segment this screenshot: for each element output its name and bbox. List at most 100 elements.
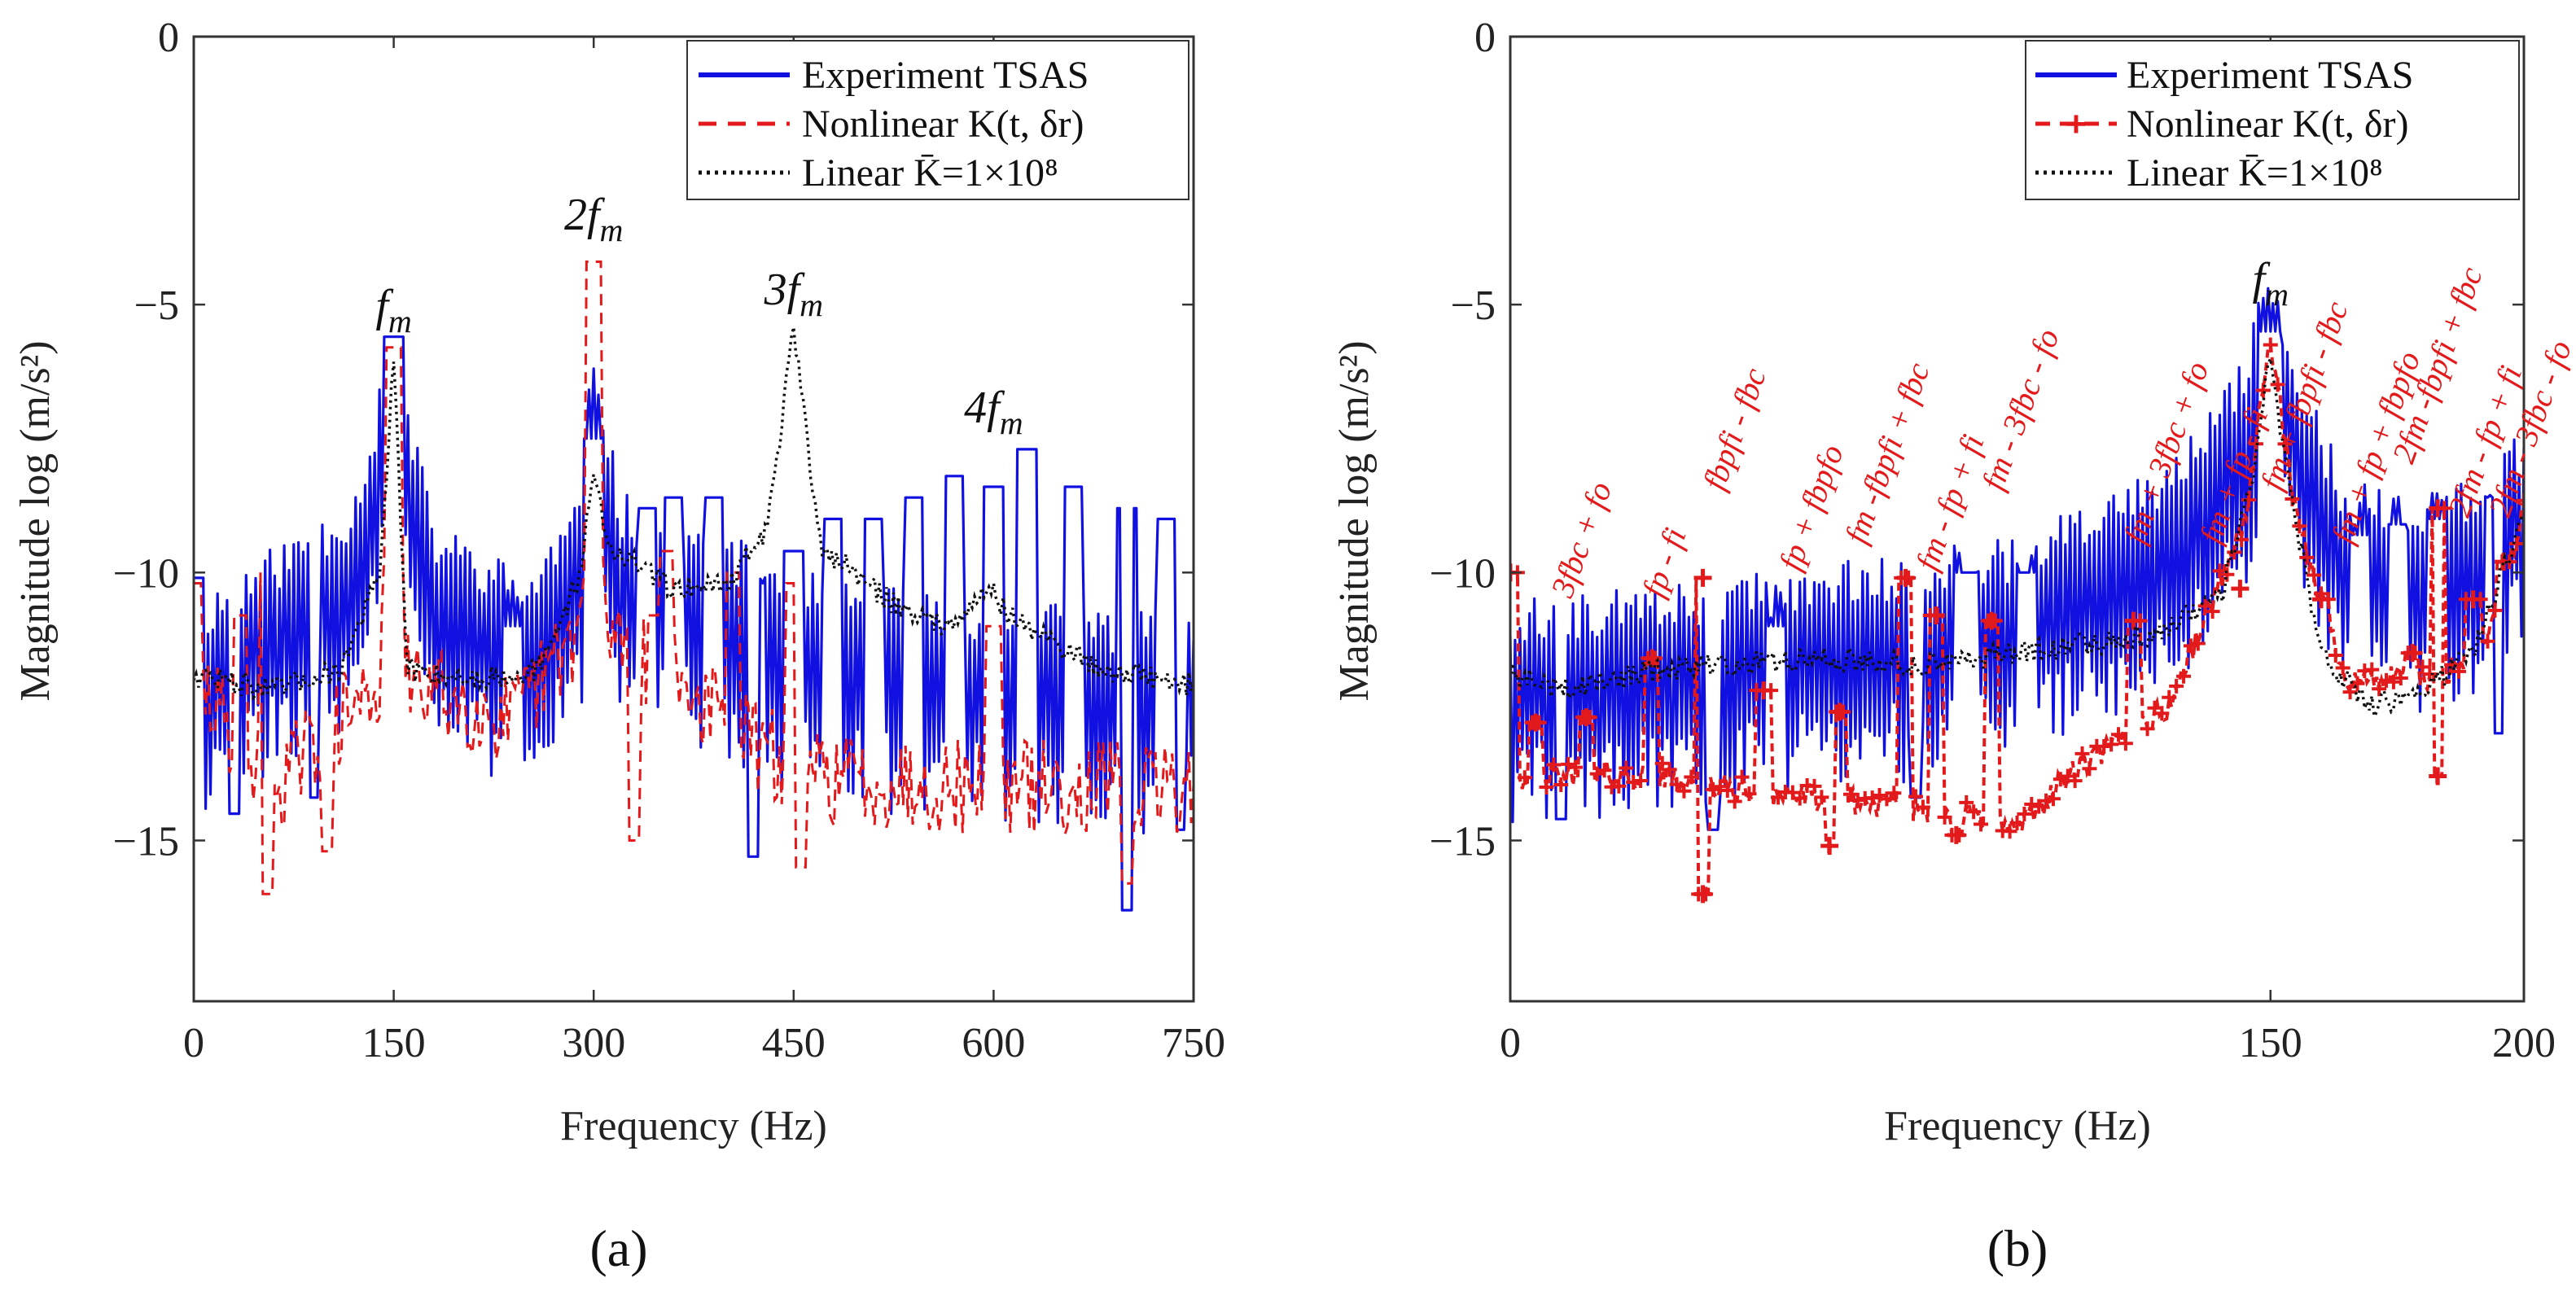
panel-b-ticks: 0 150 200 0 −5 −10 −15 — [1430, 15, 2556, 1066]
nonlinear-plus-marker — [1959, 794, 1974, 810]
nonlinear-plus-marker — [2350, 676, 2365, 691]
frequency-annotation: fm - 3fbc - fo — [1974, 324, 2066, 495]
nonlinear-plus-marker — [2045, 791, 2061, 807]
nonlinear-plus-marker — [2162, 689, 2177, 705]
panel-b-ylabel: Magnitude log (m/s²) — [1331, 340, 1378, 701]
series-experiment-b — [1510, 287, 2524, 831]
nonlinear-plus-marker — [2328, 647, 2343, 663]
nonlinear-plus-marker — [2299, 549, 2315, 565]
nonlinear-plus-marker — [1915, 799, 1930, 815]
nonlinear-plus-marker — [2263, 337, 2278, 352]
nonlinear-plus-marker — [2176, 668, 2192, 684]
panel-a-label: (a) — [589, 1219, 647, 1277]
panel-a: 0 150 300 450 600 750 0 −5 −10 −15 fm 2fm 3fm 4fm Fr… — [12, 15, 1225, 1277]
nonlinear-plus-marker — [1720, 782, 1735, 798]
series-linear-b — [1510, 352, 2524, 721]
series-nonlinear-a — [194, 260, 1194, 895]
nonlinear-plus-marker — [2509, 536, 2524, 551]
x-tick-label: 750 — [1162, 1020, 1225, 1066]
panel-b-legend: Experiment TSAS + Nonlinear K(t, δr) Lin… — [2025, 40, 2520, 200]
panel-b-legend-box — [2025, 40, 2520, 200]
legend-a-nonlinear: Nonlinear K(t, δr) — [802, 103, 1084, 146]
x-tick-label: 300 — [562, 1020, 625, 1066]
y-tick-label: −10 — [113, 550, 179, 597]
nonlinear-peak-marker — [1577, 708, 1596, 727]
peak-label: 2fm — [564, 190, 623, 248]
nonlinear-peak-marker — [2464, 590, 2482, 609]
frequency-annotation: 3fbc + fo — [1544, 477, 1619, 602]
nonlinear-plus-marker — [2074, 746, 2090, 761]
nonlinear-plus-marker — [1850, 792, 1865, 808]
y-tick-label: −5 — [1451, 282, 1496, 329]
nonlinear-plus-marker — [2190, 636, 2206, 651]
nonlinear-dip-marker — [2429, 767, 2447, 786]
y-tick-label: −15 — [113, 819, 179, 865]
nonlinear-plus-marker — [2342, 685, 2358, 700]
nonlinear-plus-marker — [2487, 602, 2503, 618]
panel-a-xlabel: Frequency (Hz) — [560, 1103, 827, 1149]
x-tick-label: 150 — [2239, 1020, 2302, 1066]
nonlinear-peak-marker — [1527, 713, 1545, 732]
nonlinear-peak-marker — [1926, 606, 1945, 624]
nonlinear-plus-marker — [2517, 492, 2524, 508]
nonlinear-plus-marker — [1597, 763, 1612, 778]
nonlinear-plus-marker — [2067, 773, 2083, 789]
nonlinear-plus-marker — [2205, 604, 2220, 619]
nonlinear-peak-marker — [2231, 580, 2250, 598]
nonlinear-plus-marker — [1792, 790, 1807, 806]
frequency-annotation: fm - fp + fi — [1908, 430, 1991, 576]
nonlinear-plus-marker — [1727, 794, 1742, 809]
nonlinear-plus-marker — [2082, 761, 2097, 777]
panel-b-frame — [1509, 35, 2526, 1003]
nonlinear-plus-marker — [1684, 769, 1699, 785]
nonlinear-plus-marker — [2009, 815, 2025, 830]
nonlinear-plus-marker — [1966, 804, 1982, 820]
nonlinear-plus-marker — [1706, 781, 1720, 797]
panel-b-peak-labels: fm — [2253, 254, 2289, 313]
frequency-annotation: fm -fbpfi + fbc — [1838, 357, 1937, 548]
panel-a-ticks: 0 150 300 450 600 750 0 −5 −10 −15 — [113, 15, 1225, 1066]
x-tick-label: 600 — [962, 1020, 1025, 1066]
nonlinear-peak-marker — [2429, 499, 2447, 518]
legend-a-experiment: Experiment TSAS — [802, 54, 1089, 97]
nonlinear-plus-marker — [2364, 662, 2380, 677]
x-tick-label: 450 — [762, 1020, 826, 1066]
nonlinear-dip-marker — [1947, 825, 1965, 844]
nonlinear-plus-marker — [2372, 681, 2387, 697]
nonlinear-plus-marker — [2002, 824, 2017, 839]
nonlinear-plus-marker — [1633, 773, 1649, 788]
nonlinear-plus-marker — [1814, 790, 1829, 805]
nonlinear-peak-marker — [1755, 681, 1773, 700]
peak-label: 3fm — [764, 265, 823, 323]
peak-label: fm — [375, 281, 411, 339]
peak-label: fm — [2253, 254, 2289, 313]
nonlinear-plus-marker — [1561, 756, 1576, 772]
peak-label: 4fm — [964, 383, 1023, 441]
panel-a-frame — [192, 35, 1195, 1003]
nonlinear-plus-marker — [2292, 519, 2307, 534]
nonlinear-plus-marker — [1611, 778, 1627, 794]
nonlinear-dip-marker — [1820, 837, 1839, 856]
panel-a-series — [194, 260, 1194, 912]
nonlinear-plus-marker — [2255, 383, 2271, 398]
nonlinear-plus-marker — [1734, 769, 1750, 785]
y-tick-label: −5 — [134, 282, 179, 329]
panel-b-series — [1510, 287, 2524, 904]
panel-a-legend-box — [686, 40, 1189, 200]
nonlinear-plus-marker — [2140, 721, 2155, 737]
nonlinear-plus-marker — [2183, 638, 2198, 654]
nonlinear-dip-marker — [1693, 885, 1712, 904]
panel-b: 0 150 200 0 −5 −10 −15 fm 3fbc + fo fp - fifbpf… — [1331, 15, 2576, 1277]
series-experiment-a — [194, 335, 1194, 912]
nonlinear-plus-marker — [1864, 790, 1880, 806]
nonlinear-plus-marker — [2335, 660, 2350, 676]
nonlinear-plus-marker — [2096, 739, 2112, 755]
nonlinear-peak-marker — [2312, 590, 2330, 609]
nonlinear-plus-marker — [1937, 809, 1952, 825]
nonlinear-plus-marker — [1662, 762, 1677, 777]
nonlinear-plus-marker — [2451, 663, 2466, 679]
nonlinear-plus-marker — [1908, 789, 1923, 804]
nonlinear-markers-b — [1510, 337, 2524, 904]
nonlinear-plus-marker — [1619, 760, 1634, 776]
